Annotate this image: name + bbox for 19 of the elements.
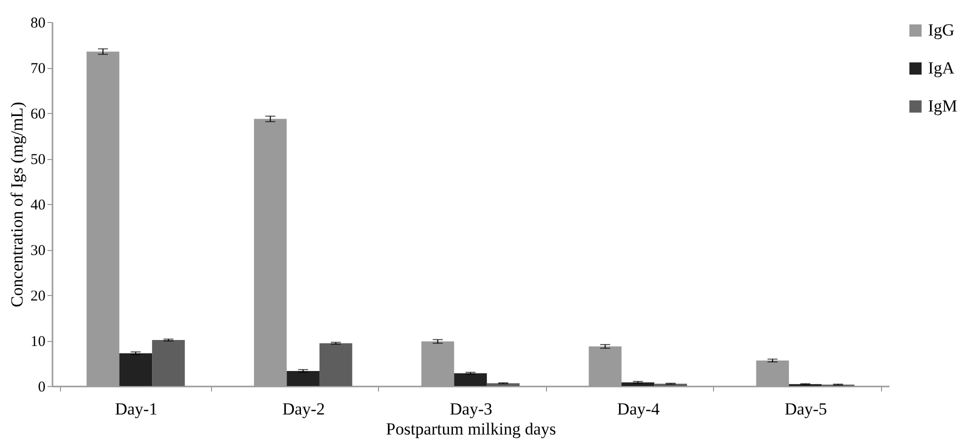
x-axis-title: Postpartum milking days — [386, 420, 556, 438]
y-tick-label: 0 — [38, 380, 46, 396]
legend-label: IgM — [928, 96, 958, 116]
y-tick-label: 50 — [30, 152, 46, 168]
y-tick-label: 70 — [30, 61, 46, 77]
x-tick-label: Day-1 — [114, 400, 158, 418]
x-tick-label: Day-5 — [784, 400, 828, 418]
x-tick-label: Day-4 — [617, 400, 660, 418]
y-tick-label: 30 — [30, 243, 46, 259]
x-tick-label: Day-3 — [450, 400, 492, 418]
y-tick-label: 80 — [30, 16, 46, 32]
x-tick-label: Day-2 — [282, 400, 325, 418]
legend-label: IgA — [928, 58, 956, 78]
y-tick-label: 10 — [30, 334, 46, 350]
y-tick-label: 60 — [30, 106, 46, 122]
y-axis-title: Concentration of Igs (mg/mL) — [8, 102, 26, 308]
y-tick-label: 40 — [30, 198, 46, 214]
y-tick-label: 20 — [30, 288, 46, 304]
legend-label: IgG — [928, 20, 954, 40]
